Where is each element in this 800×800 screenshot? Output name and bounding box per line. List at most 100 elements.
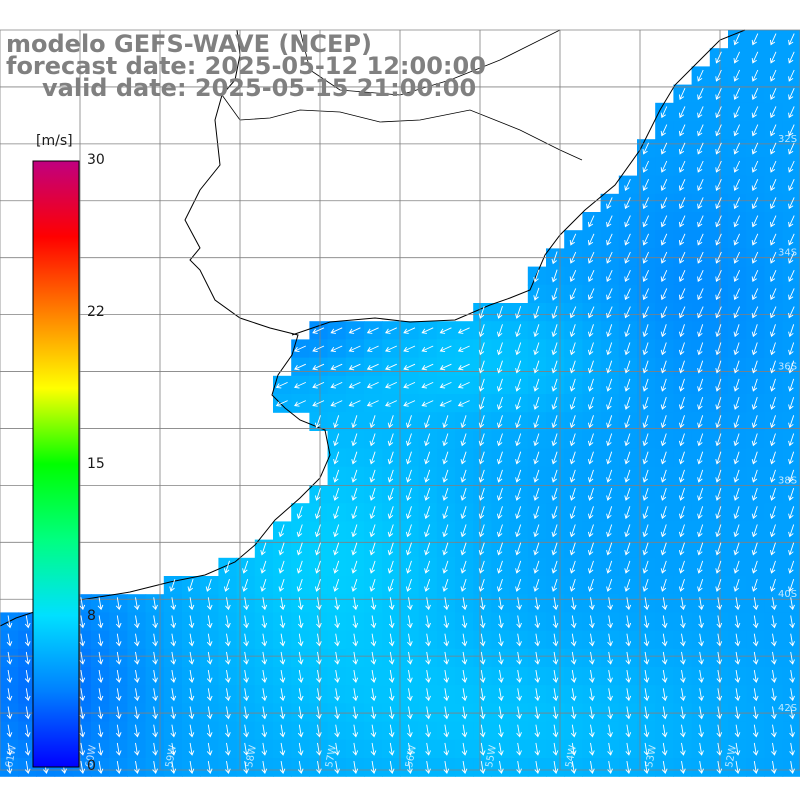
wind-arrow xyxy=(97,742,104,756)
wind-arrow xyxy=(733,142,741,155)
wind-arrow xyxy=(188,742,195,756)
wind-arrow xyxy=(115,742,122,756)
wind-arrow xyxy=(243,761,249,774)
wind-arrow xyxy=(606,306,613,319)
wind-arrow xyxy=(421,363,434,371)
wind-arrow xyxy=(751,451,758,465)
wind-arrow xyxy=(752,651,759,665)
wind-arrow xyxy=(698,651,704,665)
wind-arrow xyxy=(624,215,631,228)
wind-arrow xyxy=(387,415,394,429)
wind-arrow xyxy=(424,415,431,429)
wind-arrow xyxy=(351,578,358,592)
wind-arrow xyxy=(660,378,667,392)
wind-arrow xyxy=(642,506,649,520)
wind-arrow xyxy=(369,487,376,501)
wind-arrow xyxy=(79,742,86,756)
wind-arrow xyxy=(680,633,686,647)
wind-arrow xyxy=(460,433,467,447)
wind-arrow xyxy=(734,761,741,774)
wind-arrow xyxy=(316,670,322,683)
wind-arrow xyxy=(134,633,140,647)
wind-arrow xyxy=(587,506,594,520)
wind-arrow xyxy=(348,345,361,353)
wind-arrow xyxy=(387,433,394,447)
wind-arrow xyxy=(751,160,759,173)
wind-arrow xyxy=(752,761,759,774)
wind-arrow xyxy=(225,670,231,683)
wind-arrow xyxy=(24,670,31,683)
wind-arrow xyxy=(624,578,631,592)
wind-arrow xyxy=(698,706,704,720)
wind-arrow xyxy=(697,251,704,264)
wind-arrow xyxy=(715,270,722,282)
wind-arrow xyxy=(569,560,576,574)
wind-arrow xyxy=(314,415,321,429)
wind-arrow xyxy=(642,487,649,501)
wind-arrow xyxy=(769,233,777,246)
wind-arrow xyxy=(369,560,376,574)
wind-arrow xyxy=(734,706,741,720)
wind-arrow xyxy=(97,706,104,720)
wind-arrow xyxy=(515,342,522,356)
wind-arrow xyxy=(387,524,394,538)
wind-arrow xyxy=(170,597,177,611)
wind-arrow xyxy=(570,633,577,647)
wind-arrow xyxy=(769,324,776,338)
wind-arrow xyxy=(188,761,195,774)
wind-arrow xyxy=(388,706,395,720)
wind-arrow xyxy=(788,69,795,82)
wind-arrow xyxy=(330,345,343,353)
wind-arrow xyxy=(261,597,268,611)
wind-arrow xyxy=(769,378,776,392)
wind-arrow xyxy=(24,761,31,774)
wind-arrow xyxy=(788,124,795,137)
wind-arrow xyxy=(697,324,704,338)
wind-arrow xyxy=(661,597,668,611)
wind-arrow xyxy=(461,742,468,756)
wind-arrow xyxy=(661,724,668,738)
wind-arrow xyxy=(316,633,322,647)
wind-arrow xyxy=(351,506,358,520)
wind-arrow xyxy=(789,706,795,720)
wind-arrow xyxy=(152,670,158,683)
wind-arrow xyxy=(407,615,413,629)
wind-arrow xyxy=(551,415,558,429)
wind-arrow xyxy=(134,651,140,665)
wind-arrow xyxy=(660,233,668,246)
wind-arrow xyxy=(697,415,704,429)
wind-arrow xyxy=(461,651,468,665)
wind-arrow xyxy=(606,215,613,228)
wind-arrow xyxy=(516,761,522,774)
wind-arrow xyxy=(733,306,741,319)
wind-arrow xyxy=(533,524,540,538)
wind-arrow xyxy=(624,506,631,520)
wind-arrow xyxy=(6,761,13,774)
border-line xyxy=(221,94,583,161)
wind-arrow xyxy=(515,469,522,483)
wind-arrow xyxy=(297,761,304,774)
wind-arrow xyxy=(334,724,340,738)
wind-arrow xyxy=(643,651,650,665)
wind-arrow xyxy=(771,597,777,611)
wind-arrow xyxy=(533,542,540,556)
wind-arrow xyxy=(715,124,722,137)
border-line xyxy=(299,29,561,96)
wind-arrow xyxy=(279,724,286,738)
wind-arrow xyxy=(6,706,13,720)
wind-arrow xyxy=(316,615,322,629)
wind-arrow xyxy=(643,688,650,702)
wind-arrow xyxy=(460,469,467,483)
wind-arrow xyxy=(678,124,686,137)
wind-arrow xyxy=(79,651,86,665)
wind-arrow xyxy=(351,451,358,465)
wind-arrow xyxy=(79,615,86,629)
wind-arrow xyxy=(751,396,758,410)
wind-arrow xyxy=(498,633,504,647)
wind-arrow xyxy=(479,724,486,738)
wind-arrow xyxy=(715,179,722,191)
wind-arrow xyxy=(405,487,412,501)
wind-arrow xyxy=(330,381,343,389)
title-model: modelo GEFS-WAVE (NCEP) xyxy=(6,30,372,58)
wind-arrow xyxy=(352,633,359,647)
